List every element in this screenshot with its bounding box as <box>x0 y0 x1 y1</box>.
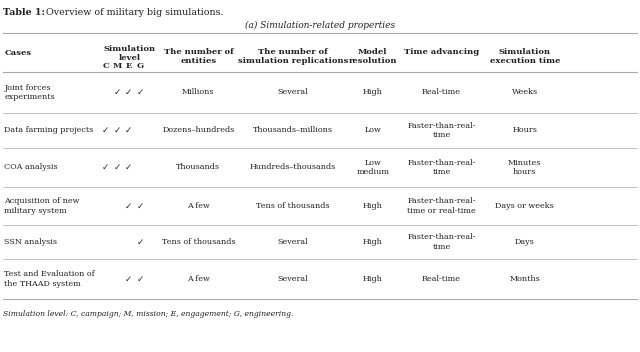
Text: Faster-than-real-
time: Faster-than-real- time <box>408 159 476 176</box>
Text: Low: Low <box>364 126 381 134</box>
Text: ✓: ✓ <box>136 88 144 97</box>
Text: COA analysis: COA analysis <box>4 163 58 171</box>
Text: E: E <box>125 62 132 70</box>
Text: ✓: ✓ <box>136 201 144 210</box>
Text: Several: Several <box>278 275 308 283</box>
Text: Faster-than-real-
time: Faster-than-real- time <box>408 122 476 139</box>
Text: C: C <box>102 62 109 70</box>
Text: ✓: ✓ <box>125 126 132 135</box>
Text: ✓: ✓ <box>113 126 121 135</box>
Text: Faster-than-real-
time or real-time: Faster-than-real- time or real-time <box>407 197 476 214</box>
Text: ✓: ✓ <box>102 126 109 135</box>
Text: Joint forces
experiments: Joint forces experiments <box>4 84 55 101</box>
Text: Millions: Millions <box>182 88 214 96</box>
Text: Low
medium: Low medium <box>356 159 389 176</box>
Text: Tens of thousands: Tens of thousands <box>256 202 330 210</box>
Text: Months: Months <box>509 275 540 283</box>
Text: ✓: ✓ <box>125 163 132 172</box>
Text: Data farming projects: Data farming projects <box>4 126 93 134</box>
Text: ✓: ✓ <box>125 88 132 97</box>
Text: M: M <box>113 62 122 70</box>
Text: ✓: ✓ <box>136 238 144 246</box>
Text: Simulation
execution time: Simulation execution time <box>490 48 560 65</box>
Text: ✓: ✓ <box>102 163 109 172</box>
Text: G: G <box>136 62 144 70</box>
Text: Hundreds–thousands: Hundreds–thousands <box>250 163 336 171</box>
Text: Time advancing: Time advancing <box>404 48 479 56</box>
Text: Model
resolution: Model resolution <box>349 48 397 65</box>
Text: ✓: ✓ <box>136 275 144 283</box>
Text: High: High <box>363 88 383 96</box>
Text: High: High <box>363 238 383 246</box>
Text: Tens of thousands: Tens of thousands <box>162 238 235 246</box>
Text: ✓: ✓ <box>113 163 121 172</box>
Text: Real-time: Real-time <box>422 275 461 283</box>
Text: A few: A few <box>187 275 210 283</box>
Text: A few: A few <box>187 202 210 210</box>
Text: The number of
simulation replications: The number of simulation replications <box>237 48 348 65</box>
Text: Simulation level: C, campaign; M, mission; E, engagement; G, engineering.: Simulation level: C, campaign; M, missio… <box>3 310 294 318</box>
Text: Several: Several <box>278 238 308 246</box>
Text: Days or weeks: Days or weeks <box>495 202 554 210</box>
Text: Dozens–hundreds: Dozens–hundreds <box>163 126 234 134</box>
Text: Test and Evaluation of
the THAAD system: Test and Evaluation of the THAAD system <box>4 270 95 288</box>
Text: Several: Several <box>278 88 308 96</box>
Text: Table 1:: Table 1: <box>3 8 45 17</box>
Text: Simulation
level: Simulation level <box>104 45 156 62</box>
Text: SSN analysis: SSN analysis <box>4 238 58 246</box>
Text: Days: Days <box>515 238 534 246</box>
Text: (a) Simulation-related properties: (a) Simulation-related properties <box>245 21 395 30</box>
Text: The number of
entities: The number of entities <box>164 48 233 65</box>
Text: Thousands–millions: Thousands–millions <box>253 126 333 134</box>
Text: Weeks: Weeks <box>512 88 538 96</box>
Text: Real-time: Real-time <box>422 88 461 96</box>
Text: High: High <box>363 202 383 210</box>
Text: Hours: Hours <box>513 126 537 134</box>
Text: High: High <box>363 275 383 283</box>
Text: ✓: ✓ <box>113 88 121 97</box>
Text: Cases: Cases <box>4 49 31 57</box>
Text: Minutes
hours: Minutes hours <box>508 159 541 176</box>
Text: Acquisition of new
military system: Acquisition of new military system <box>4 197 80 214</box>
Text: Overview of military big simulations.: Overview of military big simulations. <box>43 8 223 17</box>
Text: ✓: ✓ <box>125 201 132 210</box>
Text: ✓: ✓ <box>125 275 132 283</box>
Text: Thousands: Thousands <box>177 163 220 171</box>
Text: Faster-than-real-
time: Faster-than-real- time <box>408 233 476 251</box>
